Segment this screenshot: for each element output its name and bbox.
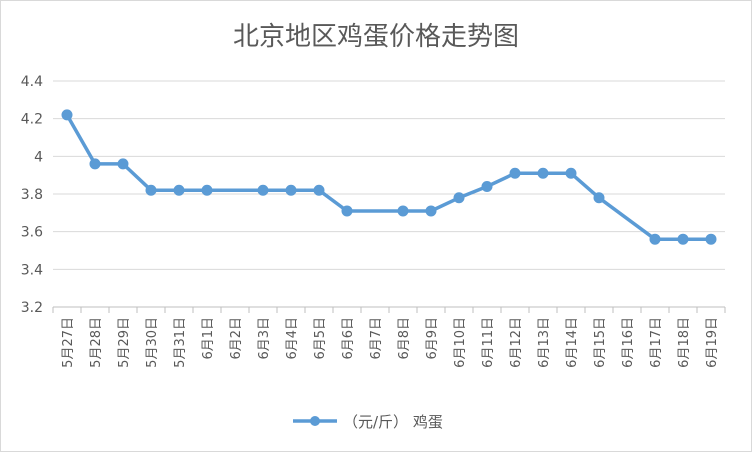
x-tick-label: 5月28日 xyxy=(89,317,104,368)
data-point xyxy=(257,184,269,196)
x-tick-label: 6月11日 xyxy=(481,317,496,368)
data-point xyxy=(565,167,577,179)
legend: （元/斤） 鸡蛋 xyxy=(293,413,443,431)
data-point xyxy=(649,233,661,245)
data-point xyxy=(425,205,437,217)
x-tick-label: 6月8日 xyxy=(397,317,412,360)
x-tick-label: 6月5日 xyxy=(313,317,328,360)
y-tick-label: 3.8 xyxy=(21,187,43,203)
y-tick-label: 3.4 xyxy=(21,262,43,278)
data-point xyxy=(481,180,493,192)
data-point xyxy=(677,233,689,245)
data-point xyxy=(145,184,157,196)
data-point xyxy=(201,184,213,196)
data-point xyxy=(61,109,73,121)
x-tick-label: 6月6日 xyxy=(341,317,356,360)
x-tick-label: 6月9日 xyxy=(425,317,440,360)
x-tick-label: 6月7日 xyxy=(369,317,384,360)
y-tick-label: 4.2 xyxy=(21,112,43,128)
x-tick-label: 6月16日 xyxy=(621,317,636,368)
data-point xyxy=(341,205,353,217)
x-tick-label: 6月3日 xyxy=(257,317,272,360)
x-tick-label: 6月2日 xyxy=(229,317,244,360)
y-tick-label: 3.6 xyxy=(21,225,43,241)
legend-label: （元/斤） 鸡蛋 xyxy=(343,413,443,431)
x-tick-label: 6月12日 xyxy=(509,317,524,368)
data-point xyxy=(117,158,129,170)
x-tick-label: 6月14日 xyxy=(565,317,580,368)
gridlines xyxy=(53,80,725,308)
x-tick-label: 6月13日 xyxy=(537,317,552,368)
x-tick-label: 6月18日 xyxy=(677,317,692,368)
x-tick-label: 6月15日 xyxy=(593,317,608,368)
x-tick-label: 6月4日 xyxy=(285,317,300,360)
data-point xyxy=(453,192,465,204)
data-point xyxy=(313,184,325,196)
x-tick-label: 6月17日 xyxy=(649,317,664,368)
data-point xyxy=(509,167,521,179)
data-point xyxy=(285,184,297,196)
x-tick-label: 6月10日 xyxy=(453,317,468,368)
legend-swatch-marker xyxy=(310,416,320,426)
data-point xyxy=(173,184,185,196)
chart-title: 北京地区鸡蛋价格走势图 xyxy=(233,22,519,52)
data-point xyxy=(593,192,605,204)
x-tick-label: 5月29日 xyxy=(117,317,132,368)
data-point xyxy=(397,205,409,217)
data-point xyxy=(705,233,717,245)
x-tick-label: 5月27日 xyxy=(61,317,76,368)
data-point xyxy=(537,167,549,179)
y-tick-label: 3.2 xyxy=(21,300,43,316)
x-tick-label: 5月30日 xyxy=(145,317,160,368)
y-tick-label: 4 xyxy=(34,149,43,165)
series-line xyxy=(65,114,711,241)
axes: 3.2 3.4 3.6 3.8 4 4.2 4.4 5月27日 5月28日 5月29日 5月30日 5… xyxy=(21,74,726,368)
series-layer xyxy=(61,109,717,245)
y-tick-label: 4.4 xyxy=(21,74,43,90)
x-tick-label: 5月31日 xyxy=(173,317,188,368)
x-tick-label: 6月1日 xyxy=(201,317,216,360)
x-tick-label: 6月19日 xyxy=(705,317,720,368)
data-point xyxy=(89,158,101,170)
